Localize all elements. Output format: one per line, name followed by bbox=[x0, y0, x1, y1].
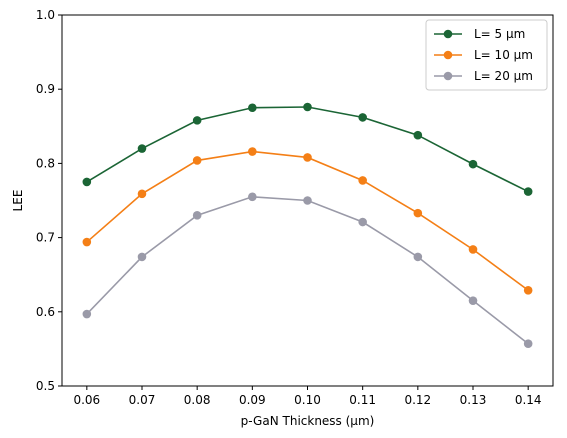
x-tick-label: 0.06 bbox=[73, 393, 100, 407]
series-2 bbox=[82, 147, 533, 295]
data-point bbox=[137, 189, 147, 199]
plot-marks bbox=[82, 102, 533, 349]
x-tick-label: 0.07 bbox=[129, 393, 156, 407]
x-tick-label: 0.09 bbox=[239, 393, 266, 407]
data-point bbox=[358, 176, 367, 185]
y-tick-label: 0.8 bbox=[36, 156, 55, 170]
series-3 bbox=[82, 192, 533, 349]
legend-marker bbox=[443, 29, 453, 39]
data-point bbox=[468, 296, 478, 305]
x-tick-label: 0.12 bbox=[404, 393, 431, 407]
legend-box bbox=[425, 19, 548, 91]
legend-label: L= 20 µm bbox=[474, 69, 533, 83]
x-tick-label: 0.11 bbox=[349, 393, 376, 407]
data-point bbox=[413, 208, 423, 218]
y-tick-label: 1.0 bbox=[36, 8, 55, 22]
legend-item: L= 20 µm bbox=[434, 69, 533, 83]
x-tick-label: 0.08 bbox=[184, 393, 211, 407]
data-point bbox=[248, 192, 257, 202]
series-1 bbox=[82, 102, 533, 196]
data-point bbox=[523, 339, 533, 349]
data-point bbox=[523, 187, 533, 196]
data-point bbox=[192, 211, 202, 220]
data-point bbox=[137, 144, 147, 153]
y-tick-label: 0.5 bbox=[36, 379, 55, 393]
data-point bbox=[137, 252, 147, 262]
y-axis-label: LEE bbox=[11, 190, 25, 212]
legend-item: L= 10 µm bbox=[434, 48, 533, 62]
y-axis-ticks: 0.5 0.6 0.7 0.8 0.9 1.0 bbox=[36, 8, 62, 393]
data-point bbox=[523, 285, 533, 295]
data-point bbox=[303, 102, 312, 112]
data-point bbox=[413, 252, 423, 262]
data-point bbox=[248, 103, 257, 113]
data-point bbox=[358, 113, 367, 122]
data-point bbox=[192, 116, 202, 125]
data-point bbox=[413, 130, 423, 140]
x-axis-ticks: 0.06 0.07 0.08 0.09 0.10 0.11 0.12 0.13 0.14 bbox=[73, 386, 542, 407]
x-tick-label: 0.10 bbox=[294, 393, 321, 407]
legend-label: L= 5 µm bbox=[474, 27, 525, 41]
legend-label: L= 10 µm bbox=[474, 48, 533, 62]
data-point bbox=[468, 245, 478, 254]
legend-marker bbox=[443, 71, 453, 81]
data-point bbox=[303, 196, 312, 205]
y-tick-label: 0.9 bbox=[36, 82, 55, 96]
legend: L= 5 µm L= 10 µm L= 20 µm bbox=[425, 19, 548, 91]
series-line bbox=[86, 106, 529, 193]
data-point bbox=[82, 309, 92, 319]
x-tick-label: 0.14 bbox=[515, 393, 542, 407]
series-line bbox=[86, 150, 529, 291]
x-tick-label: 0.13 bbox=[460, 393, 487, 407]
data-point bbox=[468, 159, 478, 169]
data-point bbox=[82, 237, 92, 247]
y-tick-label: 0.7 bbox=[36, 231, 55, 245]
data-point bbox=[192, 156, 202, 165]
data-point bbox=[303, 153, 312, 162]
data-point bbox=[358, 217, 367, 227]
plot-frame bbox=[61, 14, 554, 387]
data-point bbox=[82, 177, 92, 187]
x-axis-label: p-GaN Thickness (µm) bbox=[241, 414, 375, 428]
data-point bbox=[248, 147, 257, 156]
legend-item: L= 5 µm bbox=[434, 27, 525, 41]
y-tick-label: 0.6 bbox=[36, 305, 55, 319]
series-line bbox=[86, 195, 529, 345]
legend-marker bbox=[443, 50, 453, 60]
